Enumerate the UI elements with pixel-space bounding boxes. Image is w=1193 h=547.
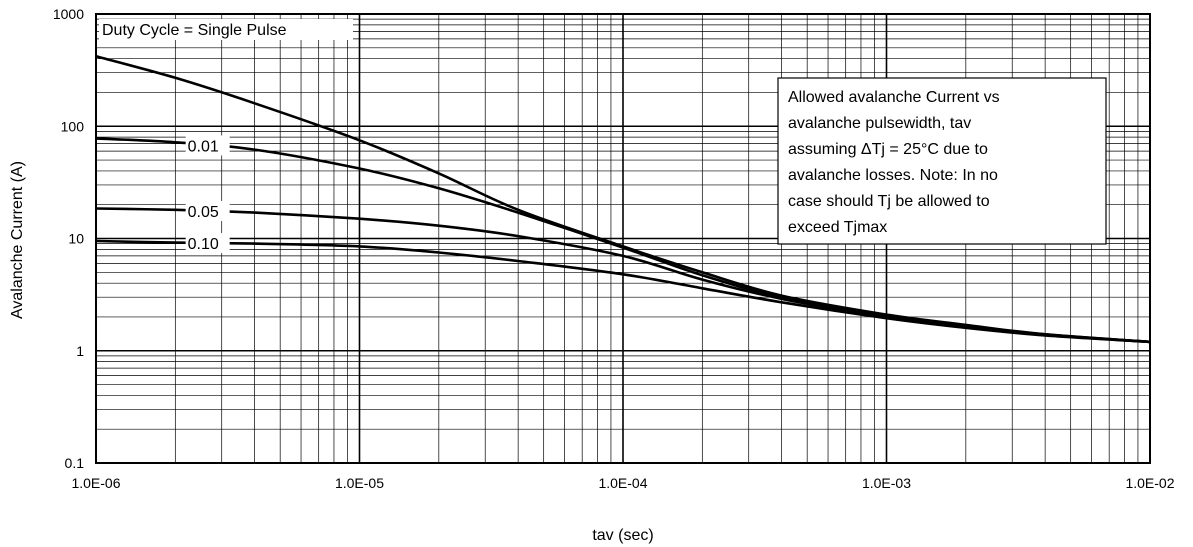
note-line: case should Tj be allowed to: [788, 193, 990, 210]
y-tick-label: 1: [76, 343, 84, 359]
curve-label-0.05: 0.05: [188, 204, 219, 221]
note-line: avalanche losses. Note: In no: [788, 167, 998, 184]
x-tick-label: 1.0E-06: [71, 475, 120, 491]
curve-label-0.10: 0.10: [188, 236, 219, 253]
x-tick-label: 1.0E-05: [335, 475, 384, 491]
duty-cycle-legend: Duty Cycle = Single Pulse: [99, 19, 353, 40]
y-tick-label: 0.1: [65, 455, 85, 471]
note-line: Allowed avalanche Current vs: [788, 89, 1000, 106]
y-tick-label: 100: [61, 118, 85, 134]
duty-cycle-label: Duty Cycle = Single Pulse: [102, 22, 287, 39]
note-line: assuming ΔTj = 25°C due to: [788, 141, 988, 158]
note-line: exceed Tjmax: [788, 219, 887, 236]
x-tick-label: 1.0E-04: [598, 475, 647, 491]
curve-labels: 0.01 0.05 0.10: [185, 135, 230, 254]
note-box: Allowed avalanche Current vs avalanche p…: [777, 77, 1107, 245]
x-tick-label: 1.0E-03: [862, 475, 911, 491]
duty-cycle-legend-bg: [99, 19, 353, 40]
curve-label-bg: [185, 135, 230, 156]
y-tick-label: 10: [68, 231, 84, 247]
curves: [95, 55, 1151, 344]
y-tick-label: 1000: [53, 6, 84, 22]
curve-label-0.01: 0.01: [188, 138, 219, 155]
curve-label-bg: [185, 233, 230, 254]
grid: [95, 14, 1150, 464]
y-axis-title: Avalanche Current (A): [9, 161, 26, 319]
curve-label-bg: [185, 201, 230, 222]
x-axis-title: tav (sec): [592, 527, 653, 544]
note-line: avalanche pulsewidth, tav: [788, 115, 971, 132]
x-tick-label: 1.0E-02: [1125, 475, 1174, 491]
plot-frame: [95, 13, 1151, 464]
series-line-0.10: [95, 239, 1151, 344]
plot-area-border: [95, 13, 1151, 464]
note-box-frame: [777, 77, 1107, 245]
tick-labels: 1.0E-06 1.0E-05 1.0E-04 1.0E-03 1.0E-02 0.1 1 1…: [53, 6, 1175, 491]
